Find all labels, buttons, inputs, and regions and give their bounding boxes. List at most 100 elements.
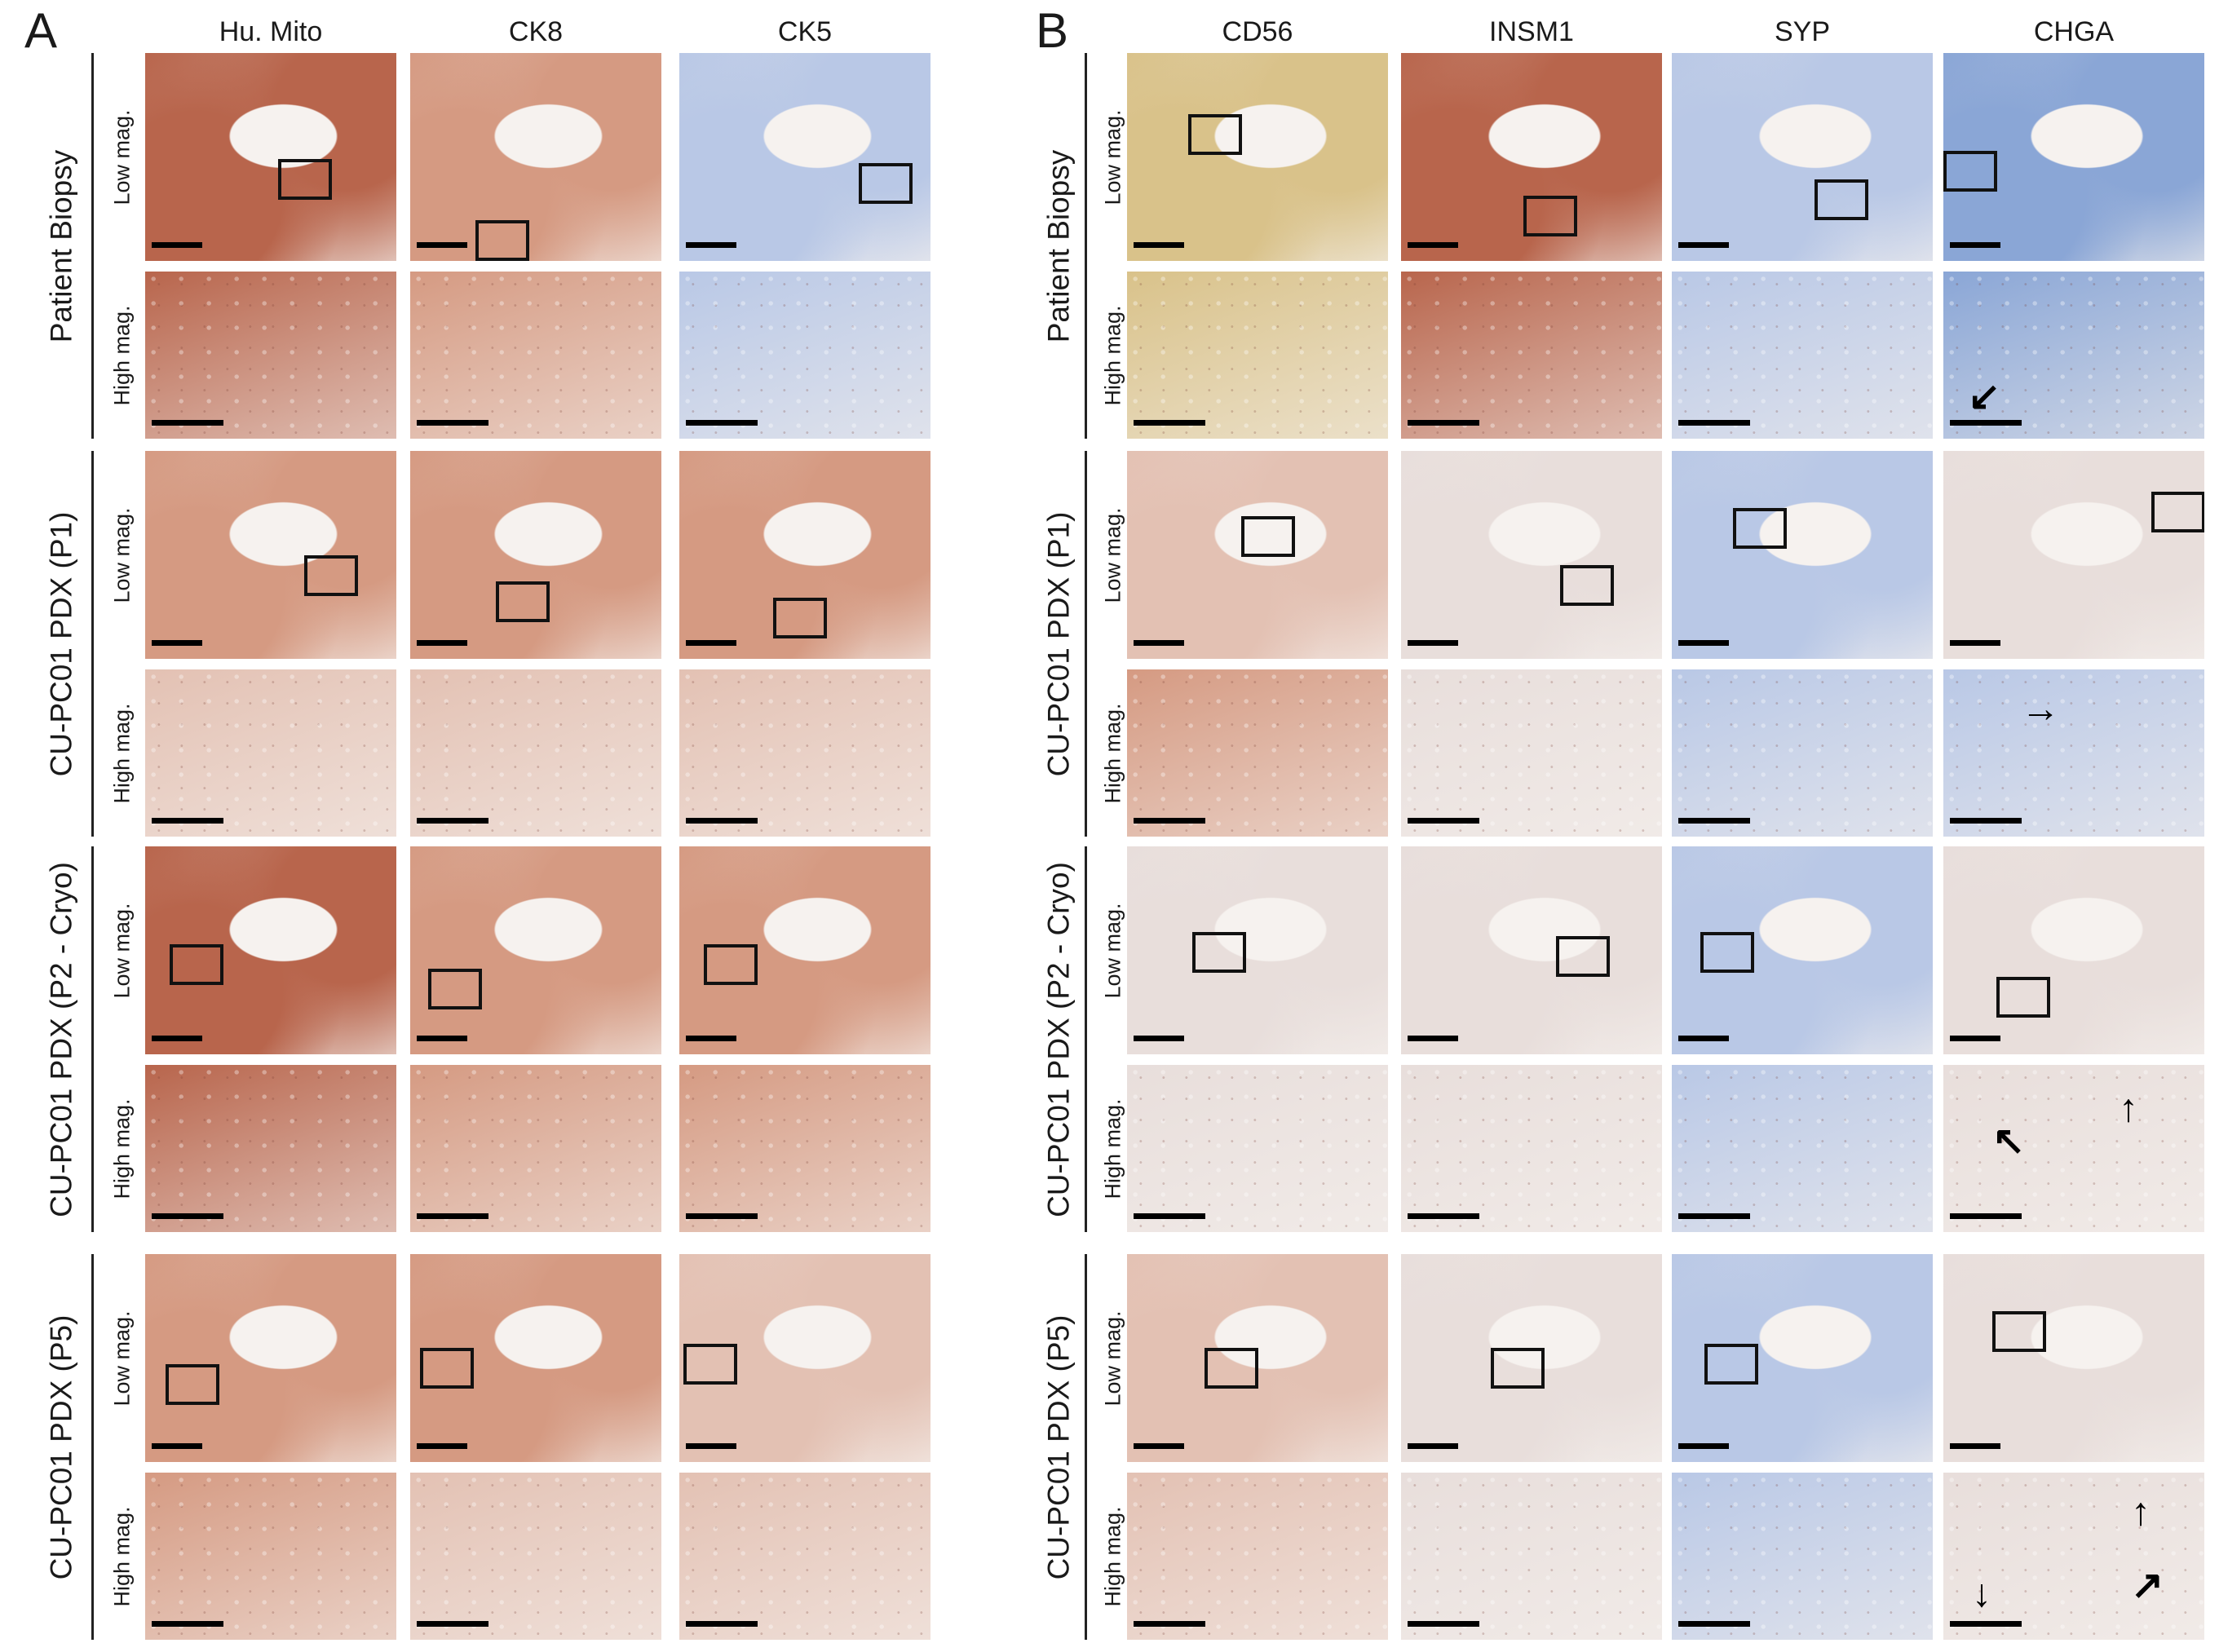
region-of-interest-box <box>1996 977 2050 1018</box>
scale-bar <box>1678 420 1750 426</box>
region-of-interest-box <box>428 969 482 1009</box>
scale-bar <box>152 1036 202 1041</box>
scale-bar <box>417 1443 467 1449</box>
region-of-interest-box <box>304 555 358 596</box>
region-of-interest-box <box>1992 1311 2046 1352</box>
scale-bar <box>152 1443 202 1449</box>
magnification-label: Low mag. <box>109 108 135 205</box>
region-of-interest-box <box>1815 179 1868 220</box>
low-mag-micrograph <box>145 451 396 659</box>
scale-bar <box>686 1213 758 1219</box>
magnification-label: Low mag. <box>109 902 135 999</box>
scale-bar <box>1950 640 2000 646</box>
column-header: CHGA <box>2033 16 2115 47</box>
magnification-label: High mag. <box>1100 1505 1125 1607</box>
arrow-icon: ↗ <box>2131 1564 2164 1607</box>
magnification-label: Low mag. <box>1100 1310 1125 1407</box>
high-mag-micrograph <box>1672 669 1933 837</box>
low-mag-micrograph <box>679 53 930 261</box>
scale-bar <box>1950 818 2022 824</box>
low-mag-micrograph <box>410 846 661 1054</box>
high-mag-micrograph <box>1672 1473 1933 1640</box>
column-header: SYP <box>1774 16 1831 47</box>
region-of-interest-box <box>1205 1348 1258 1389</box>
region-of-interest-box <box>166 1364 219 1405</box>
high-mag-micrograph: ↑ ↓ ↗ <box>1943 1473 2204 1640</box>
group-label: Patient Biopsy <box>44 149 78 342</box>
scale-bar <box>1134 242 1184 248</box>
scale-bar <box>417 1621 488 1627</box>
column-header: Hu. Mito <box>219 16 323 47</box>
high-mag-micrograph <box>410 1065 661 1232</box>
scale-bar <box>417 420 488 426</box>
high-mag-micrograph <box>1401 272 1662 439</box>
scale-bar <box>1134 1036 1184 1041</box>
high-mag-micrograph <box>679 669 930 837</box>
scale-bar <box>1134 818 1205 824</box>
high-mag-micrograph <box>1401 1065 1662 1232</box>
region-of-interest-box <box>1700 932 1754 973</box>
scale-bar <box>1408 1621 1479 1627</box>
high-mag-micrograph <box>1672 272 1933 439</box>
region-of-interest-box <box>1943 151 1997 192</box>
low-mag-micrograph <box>1401 1254 1662 1462</box>
low-mag-micrograph <box>679 1254 930 1462</box>
low-mag-micrograph <box>145 53 396 261</box>
region-of-interest-box <box>420 1348 474 1389</box>
arrow-icon: ↑ <box>2119 1087 2138 1130</box>
high-mag-micrograph <box>679 1473 930 1640</box>
scale-bar <box>417 640 467 646</box>
low-mag-micrograph <box>1127 53 1388 261</box>
high-mag-micrograph: ↖ ↑ <box>1943 1065 2204 1232</box>
group-label: Patient Biopsy <box>1041 149 1076 342</box>
scale-bar <box>417 818 488 824</box>
scale-bar <box>152 640 202 646</box>
scale-bar <box>1950 242 2000 248</box>
panel-letter: A <box>24 3 58 58</box>
high-mag-micrograph <box>1401 669 1662 837</box>
high-mag-micrograph <box>145 669 396 837</box>
scale-bar <box>686 1443 736 1449</box>
low-mag-micrograph <box>145 846 396 1054</box>
scale-bar <box>1408 818 1479 824</box>
group-divider <box>91 846 94 1232</box>
region-of-interest-box <box>2151 492 2204 532</box>
scale-bar <box>417 1213 488 1219</box>
region-of-interest-box <box>1523 196 1577 236</box>
high-mag-micrograph <box>410 1473 661 1640</box>
high-mag-micrograph <box>1672 1065 1933 1232</box>
scale-bar <box>1678 1621 1750 1627</box>
scale-bar <box>1408 420 1479 426</box>
magnification-label: Low mag. <box>109 506 135 603</box>
scale-bar <box>1950 1443 2000 1449</box>
high-mag-micrograph <box>1401 1473 1662 1640</box>
column-header: CK8 <box>508 16 564 47</box>
scale-bar <box>1408 1036 1458 1041</box>
low-mag-micrograph <box>679 846 930 1054</box>
region-of-interest-box <box>1491 1348 1545 1389</box>
high-mag-micrograph <box>410 272 661 439</box>
high-mag-micrograph <box>679 1065 930 1232</box>
scale-bar <box>1678 1213 1750 1219</box>
low-mag-micrograph <box>1127 846 1388 1054</box>
low-mag-micrograph <box>1672 1254 1933 1462</box>
magnification-label: High mag. <box>109 304 135 406</box>
group-divider <box>1085 1254 1087 1640</box>
region-of-interest-box <box>1556 936 1610 977</box>
high-mag-micrograph <box>410 669 661 837</box>
group-divider <box>91 451 94 837</box>
scale-bar <box>1134 1213 1205 1219</box>
group-label: CU-PC01 PDX (P5) <box>1041 1314 1076 1579</box>
low-mag-micrograph <box>1943 846 2204 1054</box>
low-mag-micrograph <box>410 451 661 659</box>
group-divider <box>91 1254 94 1640</box>
high-mag-micrograph <box>679 272 930 439</box>
scale-bar <box>1408 1443 1458 1449</box>
region-of-interest-box <box>1560 565 1614 606</box>
scale-bar <box>1134 420 1205 426</box>
group-label: CU-PC01 PDX (P5) <box>44 1314 78 1579</box>
scale-bar <box>686 1036 736 1041</box>
low-mag-micrograph <box>1401 846 1662 1054</box>
arrow-icon: → <box>2021 687 2060 731</box>
high-mag-micrograph <box>1127 272 1388 439</box>
